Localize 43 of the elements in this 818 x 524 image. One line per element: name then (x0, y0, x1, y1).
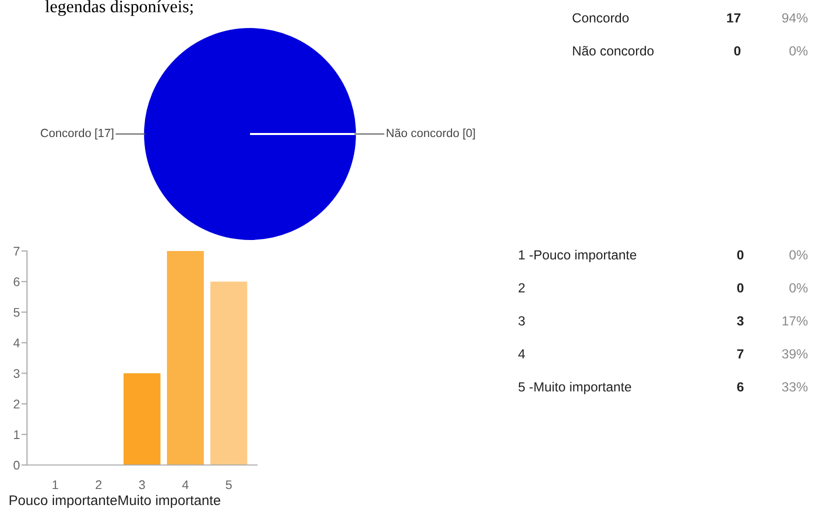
text: 39% (782, 349, 808, 359)
text: 33% (782, 382, 808, 392)
text: 0 (737, 283, 744, 293)
text: 1 -Pouco importante (519, 250, 636, 262)
y-tick-label: 3 (14, 369, 20, 378)
chart-title: legendas disponíveis; (45, 0, 193, 16)
text: Não concordo (573, 46, 654, 56)
y-tick-label: 7 (14, 246, 20, 256)
text: 4 (518, 349, 525, 358)
text: 94% (782, 13, 808, 23)
text: 0% (789, 46, 808, 56)
bar (124, 373, 160, 465)
text: 0 (737, 250, 744, 260)
y-tick-label: 4 (13, 338, 20, 348)
slice-label: Concordo (40, 128, 91, 138)
text: 3 (736, 316, 744, 326)
x-axis-title: Pouco importanteMuito importante (10, 494, 220, 508)
x-tick-label: 2 (96, 480, 102, 490)
text: 3 (518, 316, 525, 326)
text: 7 (737, 349, 744, 358)
y-tick-label: 0 (14, 460, 20, 470)
x-tick-label: 1 (52, 480, 58, 490)
y-tick-label: 1 (14, 430, 20, 439)
x-tick-label: 5 (226, 480, 232, 490)
text: Concordo (572, 12, 629, 23)
text: 6 (737, 382, 744, 392)
text: 17% (782, 316, 808, 326)
y-tick-label: 2 (14, 400, 20, 408)
text: 17 (727, 13, 740, 22)
x-tick-label: 4 (182, 480, 189, 490)
y-tick-label: 6 (14, 277, 20, 286)
bar (210, 282, 248, 465)
text: 0% (789, 250, 808, 260)
text: 5 -Muito importante (518, 382, 632, 394)
x-tick-label: 3 (139, 480, 145, 490)
text: 0% (789, 283, 808, 293)
legend-label: Não concordo (386, 128, 459, 138)
text: 2 (518, 283, 525, 292)
bar (166, 251, 204, 465)
y-tick-label: 5 (14, 308, 20, 317)
text: 0 (734, 46, 740, 56)
text: [0] (463, 128, 475, 140)
data-label: [17] (95, 128, 114, 140)
